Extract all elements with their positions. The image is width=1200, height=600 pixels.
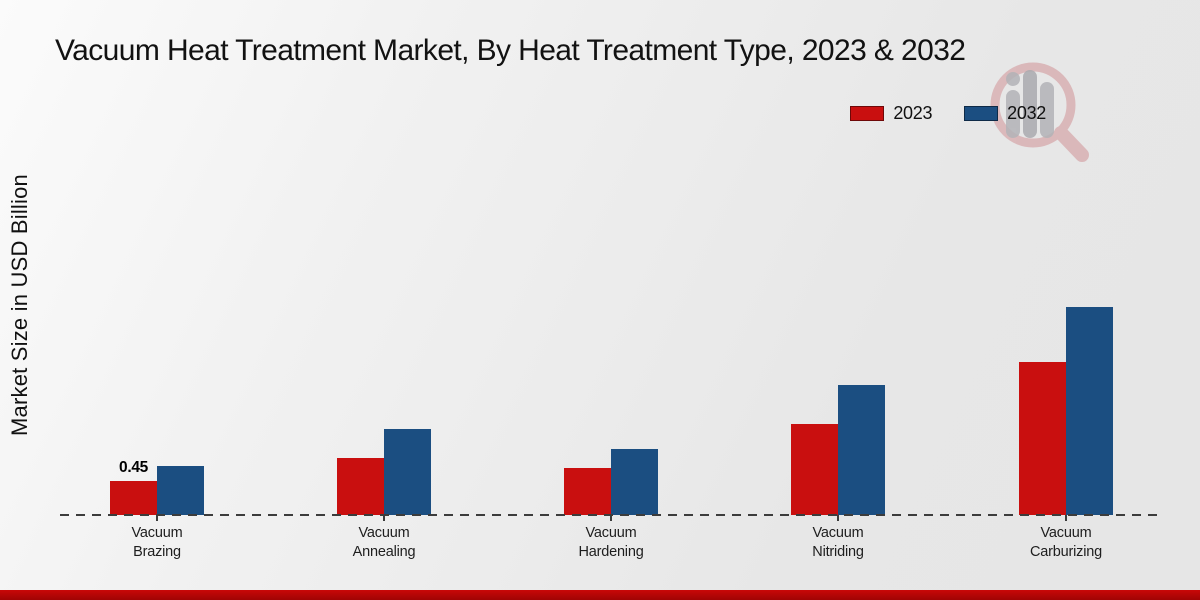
legend: 2023 2032 [850,103,1046,124]
bar-2023-vacuum-annealing [337,458,384,515]
bar-2032-vacuum-hardening [611,449,658,515]
x-axis-tick [156,515,158,521]
bar-2032-vacuum-carburizing [1066,307,1113,515]
chart-title: Vacuum Heat Treatment Market, By Heat Tr… [55,34,966,67]
y-axis-title: Market Size in USD Billion [7,174,32,436]
legend-item-2032: 2032 [964,103,1046,124]
magnifier-bar-chart-logo-icon [990,62,1089,162]
category-label-vacuum-hardening: Vacuum Hardening [578,525,644,560]
x-axis-tick [383,515,385,521]
legend-swatch-2023 [850,106,885,121]
bar-2023-vacuum-hardening [564,468,611,515]
bar-2023-vacuum-nitriding [791,424,838,515]
category-label-vacuum-nitriding: Vacuum Nitriding [812,525,864,560]
x-axis-tick [837,515,839,521]
bar-2023-vacuum-brazing [110,481,157,515]
bar-2023-vacuum-carburizing [1019,362,1066,515]
footer-accent-bar [0,590,1200,600]
x-axis-line [60,514,1160,516]
category-label-vacuum-annealing: Vacuum Annealing [352,525,416,560]
category-label-vacuum-brazing: Vacuum Brazing [131,525,183,560]
category-label-vacuum-carburizing: Vacuum Carburizing [1030,525,1102,560]
bar-2032-vacuum-nitriding [838,385,885,515]
legend-label-2023: 2023 [893,103,933,123]
bar-value-label: 0.45 [119,459,148,476]
bar-2032-vacuum-annealing [384,429,431,515]
x-axis-tick [610,515,612,521]
legend-swatch-2032 [964,106,999,121]
x-axis-tick [1065,515,1067,521]
legend-item-2023: 2023 [850,103,932,124]
legend-label-2032: 2032 [1007,103,1046,123]
bar-2032-vacuum-brazing [157,466,204,515]
